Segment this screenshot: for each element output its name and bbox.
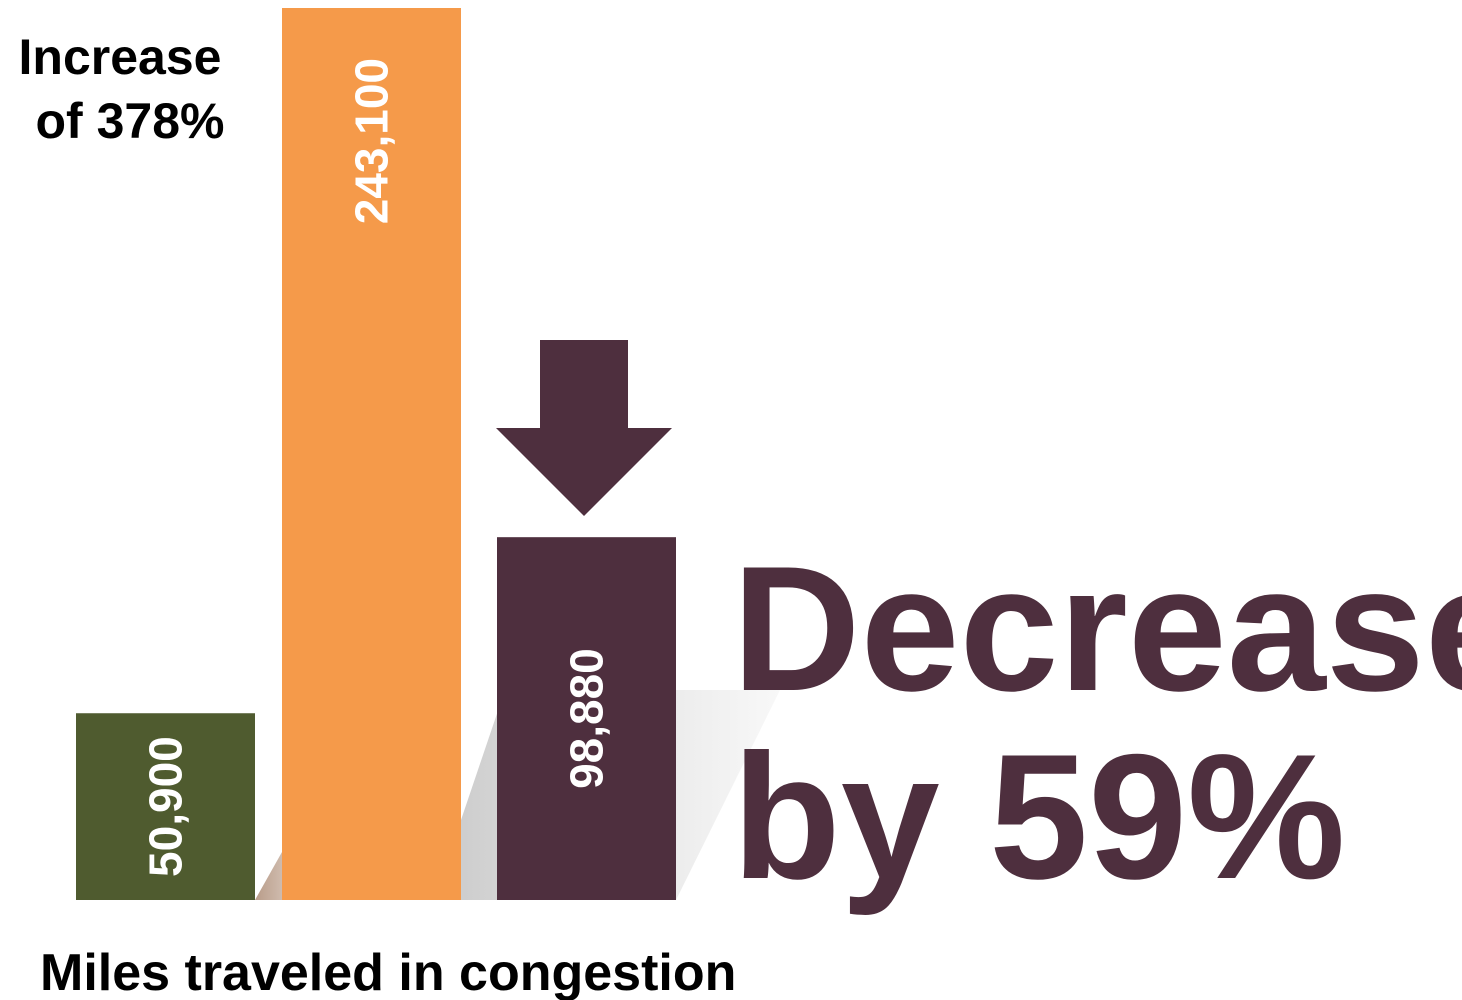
bar-baseline bbox=[76, 713, 255, 900]
bar-value-label: 98,880 bbox=[561, 648, 613, 789]
x-axis-title: Miles traveled in congestion bbox=[40, 944, 736, 1000]
decrease-annotation-line1: Decrease bbox=[732, 529, 1462, 728]
increase-annotation-line1: Increase bbox=[19, 29, 222, 85]
decrease-annotation-line2: by 59% bbox=[732, 717, 1345, 916]
bar-increase bbox=[282, 8, 461, 900]
bar-value-label: 50,900 bbox=[140, 736, 192, 877]
bar-decrease bbox=[497, 537, 676, 900]
increase-annotation-line2: of 378% bbox=[36, 93, 225, 149]
bar-value-label: 243,100 bbox=[346, 58, 398, 224]
arrow-down-icon bbox=[496, 340, 672, 516]
